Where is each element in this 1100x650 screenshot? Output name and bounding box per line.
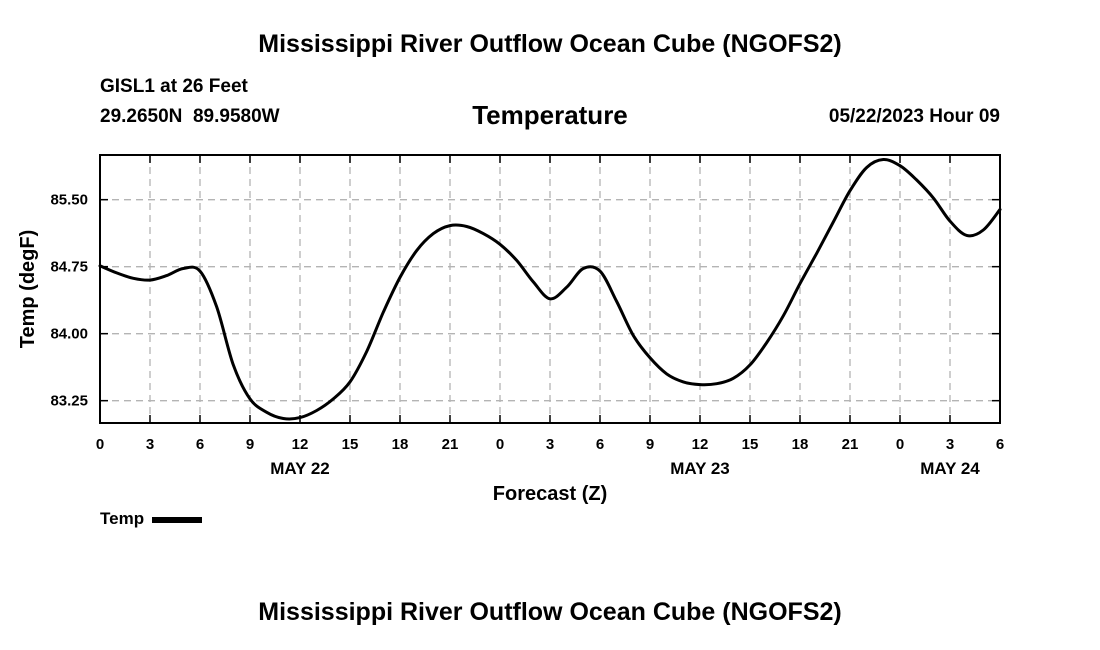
y-tick-label: 85.50 bbox=[50, 192, 88, 209]
x-tick-label: 3 bbox=[946, 436, 954, 453]
x-tick-label: 18 bbox=[392, 436, 409, 453]
x-tick-label: 3 bbox=[546, 436, 554, 453]
x-tick-label: 21 bbox=[842, 436, 859, 453]
x-tick-label: 12 bbox=[692, 436, 709, 453]
x-axis-title: Forecast (Z) bbox=[493, 483, 607, 505]
x-tick-label: 0 bbox=[496, 436, 504, 453]
x-tick-label: 9 bbox=[246, 436, 254, 453]
date-label: MAY 22 bbox=[270, 459, 330, 478]
station-coordinates: 29.2650N 89.9580W bbox=[100, 106, 280, 127]
x-tick-label: 0 bbox=[896, 436, 904, 453]
chart-title: Mississippi River Outflow Ocean Cube (NG… bbox=[258, 30, 842, 58]
temp-series-line bbox=[98, 157, 1002, 421]
x-tick-label: 21 bbox=[442, 436, 459, 453]
x-tick-label: 18 bbox=[792, 436, 809, 453]
x-tick-label: 12 bbox=[292, 436, 309, 453]
legend: Temp bbox=[100, 509, 203, 529]
y-tick-label: 84.75 bbox=[50, 259, 88, 276]
y-tick-label: 83.25 bbox=[50, 393, 88, 410]
axis-labels: 0 3 6 9 12 15 18 21 0 3 6 9 12 15 18 21 0 3 6 83.25 84.00 84.… bbox=[50, 192, 1004, 478]
forecast-datetime: 05/22/2023 Hour 09 bbox=[828, 106, 1000, 127]
footer-title: Mississippi River Outflow Ocean Cube (NG… bbox=[258, 598, 842, 626]
legend-swatch-temp bbox=[152, 516, 203, 523]
x-tick-label: 3 bbox=[146, 436, 154, 453]
x-tick-label: 9 bbox=[646, 436, 654, 453]
x-tick-label: 0 bbox=[96, 436, 104, 453]
station-label: GISL1 at 26 Feet bbox=[100, 76, 248, 97]
x-tick-label: 6 bbox=[996, 436, 1004, 453]
y-tick-label: 84.00 bbox=[50, 326, 88, 343]
x-tick-label: 6 bbox=[196, 436, 204, 453]
chart-subtitle: Temperature bbox=[472, 100, 628, 130]
x-tick-label: 6 bbox=[596, 436, 604, 453]
y-axis-title: Temp (degF) bbox=[17, 230, 39, 349]
date-label: MAY 24 bbox=[920, 459, 980, 478]
grid-lines bbox=[100, 155, 1000, 423]
legend-label-temp: Temp bbox=[100, 509, 145, 528]
date-label: MAY 23 bbox=[670, 459, 730, 478]
x-tick-label: 15 bbox=[342, 436, 359, 453]
x-tick-label: 15 bbox=[742, 436, 759, 453]
